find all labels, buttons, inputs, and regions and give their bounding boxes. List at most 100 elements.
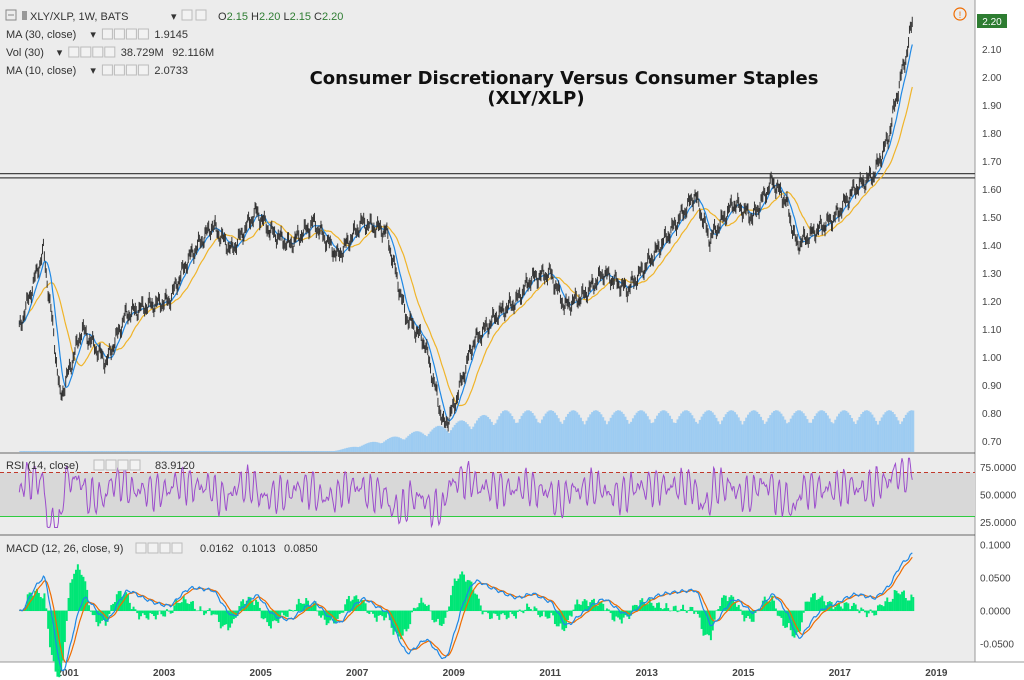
collapse-icon[interactable]: [5, 9, 17, 21]
chevron-down-icon[interactable]: ▾: [171, 11, 177, 23]
indicator-control-icon[interactable]: [113, 28, 125, 40]
chevron-down-icon[interactable]: ▾: [90, 29, 96, 41]
volume-bar: [450, 430, 452, 452]
volume-bar: [340, 449, 343, 452]
macd-histogram-bar: [216, 610, 219, 615]
rsi-value: 83.9120: [155, 460, 195, 472]
volume-bar: [394, 436, 397, 452]
volume-bar: [752, 410, 755, 452]
macd-histogram-bar: [45, 608, 48, 612]
volume-bar: [316, 451, 319, 452]
chevron-down-icon[interactable]: ▾: [57, 47, 63, 59]
flag-icon: [22, 11, 27, 20]
volume-bar: [475, 420, 478, 452]
indicator-control-icon[interactable]: [147, 542, 159, 554]
macd-histogram-bar: [435, 610, 438, 622]
volume-bar: [808, 422, 811, 452]
indicator-control-icon[interactable]: [68, 46, 80, 58]
indicator-control-icon[interactable]: [101, 64, 113, 76]
volume-bar: [268, 451, 271, 452]
settings-icon[interactable]: [195, 9, 207, 21]
volume-bar: [650, 423, 653, 452]
volume-bar: [813, 415, 816, 452]
macd-histogram-bar: [696, 610, 699, 614]
indicator-control-icon[interactable]: [101, 28, 113, 40]
macd-histogram-bar: [563, 610, 566, 632]
volume-bar: [399, 438, 402, 452]
macd-histogram-bar: [552, 610, 555, 616]
indicator-control-icon[interactable]: [137, 64, 149, 76]
volume-bar: [789, 418, 792, 452]
volume-bar: [709, 410, 712, 452]
volume-bar: [611, 414, 614, 452]
macd-histogram-bar: [232, 610, 235, 620]
macd-histogram-bar: [401, 610, 404, 636]
macd-histogram-bar: [160, 610, 163, 615]
rsi-pane: 25.0000 50.0000 75.0000 RSI (14, close) 83.9…: [0, 457, 1017, 529]
volume-bar: [737, 417, 740, 452]
volume-bar: [912, 410, 915, 452]
indicator-control-icon[interactable]: [92, 46, 104, 58]
indicator-control-icon[interactable]: [171, 542, 183, 554]
volume-bar: [323, 451, 326, 452]
macd-histogram-bar: [342, 610, 345, 613]
macd-histogram-bar: [134, 609, 137, 612]
macd-histogram-bar: [201, 610, 204, 612]
macd-histogram-bar: [238, 606, 241, 612]
macd-histogram-bar: [813, 592, 816, 612]
macd-histogram-bar: [555, 610, 558, 627]
macd-histogram-bar: [656, 603, 659, 612]
macd-histogram-bar: [203, 610, 206, 616]
macd-histogram-bar: [531, 610, 534, 612]
volume-bar: [136, 451, 139, 452]
volume-bar: [290, 451, 293, 452]
macd-histogram-bar: [576, 599, 579, 612]
eye-icon[interactable]: [181, 9, 193, 21]
macd-histogram-bar: [320, 610, 323, 618]
macd-histogram-bar: [823, 601, 826, 612]
volume-bar: [654, 418, 657, 452]
volume-bar: [403, 439, 406, 452]
volume-bar: [878, 420, 881, 452]
macd-histogram-bar: [242, 599, 245, 612]
macd-histogram-bar: [126, 594, 129, 612]
macd-histogram-bar: [195, 610, 198, 612]
macd-histogram-bar: [292, 610, 295, 612]
volume-bar: [164, 451, 167, 452]
macd-histogram-bar: [837, 602, 840, 612]
volume-bar: [867, 410, 870, 452]
indicator-control-icon[interactable]: [135, 542, 147, 554]
volume-bar: [398, 437, 401, 452]
macd-histogram-bar: [36, 588, 39, 612]
indicator-control-icon[interactable]: [93, 459, 105, 471]
macd-histogram-bar: [451, 585, 454, 612]
indicator-legend: MA (30, close) ▾ 1.9145 Vol (30) ▾ 38.729M 92.…: [6, 28, 214, 77]
indicator-control-icon[interactable]: [105, 459, 117, 471]
indicator-control-icon[interactable]: [104, 46, 116, 58]
y-tick-label: 2.10: [982, 45, 1002, 56]
volume-bar: [672, 422, 675, 452]
ohlc-value: 2.15: [290, 11, 314, 23]
macd-histogram-bar: [516, 610, 519, 613]
macd-histogram-bar: [145, 610, 148, 619]
indicator-control-icon[interactable]: [129, 459, 141, 471]
indicator-control-icon[interactable]: [113, 64, 125, 76]
macd-histogram-bar: [95, 610, 98, 623]
indicator-control-icon[interactable]: [125, 28, 137, 40]
macd-histogram-bar: [646, 604, 649, 612]
indicator-control-icon[interactable]: [117, 459, 129, 471]
macd-histogram-bar: [422, 602, 425, 612]
volume-bar: [804, 415, 807, 452]
chevron-down-icon[interactable]: ▾: [90, 65, 96, 77]
warning-icon[interactable]: [953, 7, 967, 21]
volume-bar: [145, 451, 148, 452]
indicator-control-icon[interactable]: [137, 28, 149, 40]
volume-bar: [696, 423, 699, 452]
macd-histogram-bar: [526, 603, 529, 612]
macd-histogram-bar: [565, 610, 568, 629]
volume-bar: [791, 415, 794, 452]
indicator-control-icon[interactable]: [125, 64, 137, 76]
volume-bar: [553, 412, 556, 452]
indicator-control-icon[interactable]: [80, 46, 92, 58]
indicator-control-icon[interactable]: [159, 542, 171, 554]
